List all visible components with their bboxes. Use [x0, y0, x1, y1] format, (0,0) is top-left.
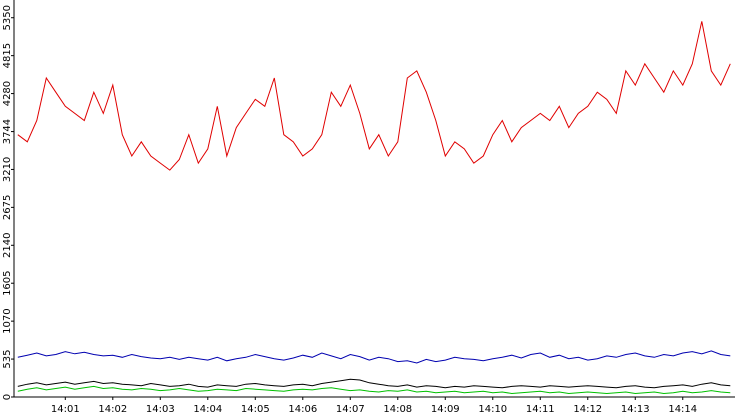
x-tick-label: 14:11 [526, 404, 555, 415]
y-tick-label: 5350 [2, 5, 13, 30]
x-tick-label: 14:01 [51, 404, 80, 415]
series-line [17, 21, 731, 171]
y-tick-label: 1605 [2, 270, 13, 295]
x-tick-label: 14:07 [336, 404, 365, 415]
x-tick-label: 14:05 [241, 404, 270, 415]
y-tick-label: 4280 [2, 81, 13, 106]
series-line [17, 350, 731, 364]
y-tick-label: 535 [2, 350, 13, 369]
x-tick-label: 14:04 [193, 404, 222, 415]
x-tick-label: 14:08 [383, 404, 412, 415]
y-tick-label: 2140 [2, 233, 13, 258]
y-tick-label: 3210 [2, 157, 13, 182]
y-tick-label: 1070 [2, 308, 13, 333]
x-tick-label: 14:02 [98, 404, 127, 415]
x-tick-label: 14:13 [621, 404, 650, 415]
x-tick-label: 14:12 [573, 404, 602, 415]
x-tick-label: 14:10 [478, 404, 507, 415]
y-tick-label: 3744 [2, 119, 13, 144]
x-tick-label: 14:14 [668, 404, 697, 415]
x-tick-label: 14:09 [431, 404, 460, 415]
y-tick-label: 4815 [2, 43, 13, 68]
series-line [17, 378, 731, 389]
x-tick-label: 14:03 [146, 404, 175, 415]
y-tick-label: 2675 [2, 195, 13, 220]
y-tick-label: 0 [2, 394, 13, 400]
series-line [17, 385, 731, 395]
x-tick-label: 14:06 [288, 404, 317, 415]
